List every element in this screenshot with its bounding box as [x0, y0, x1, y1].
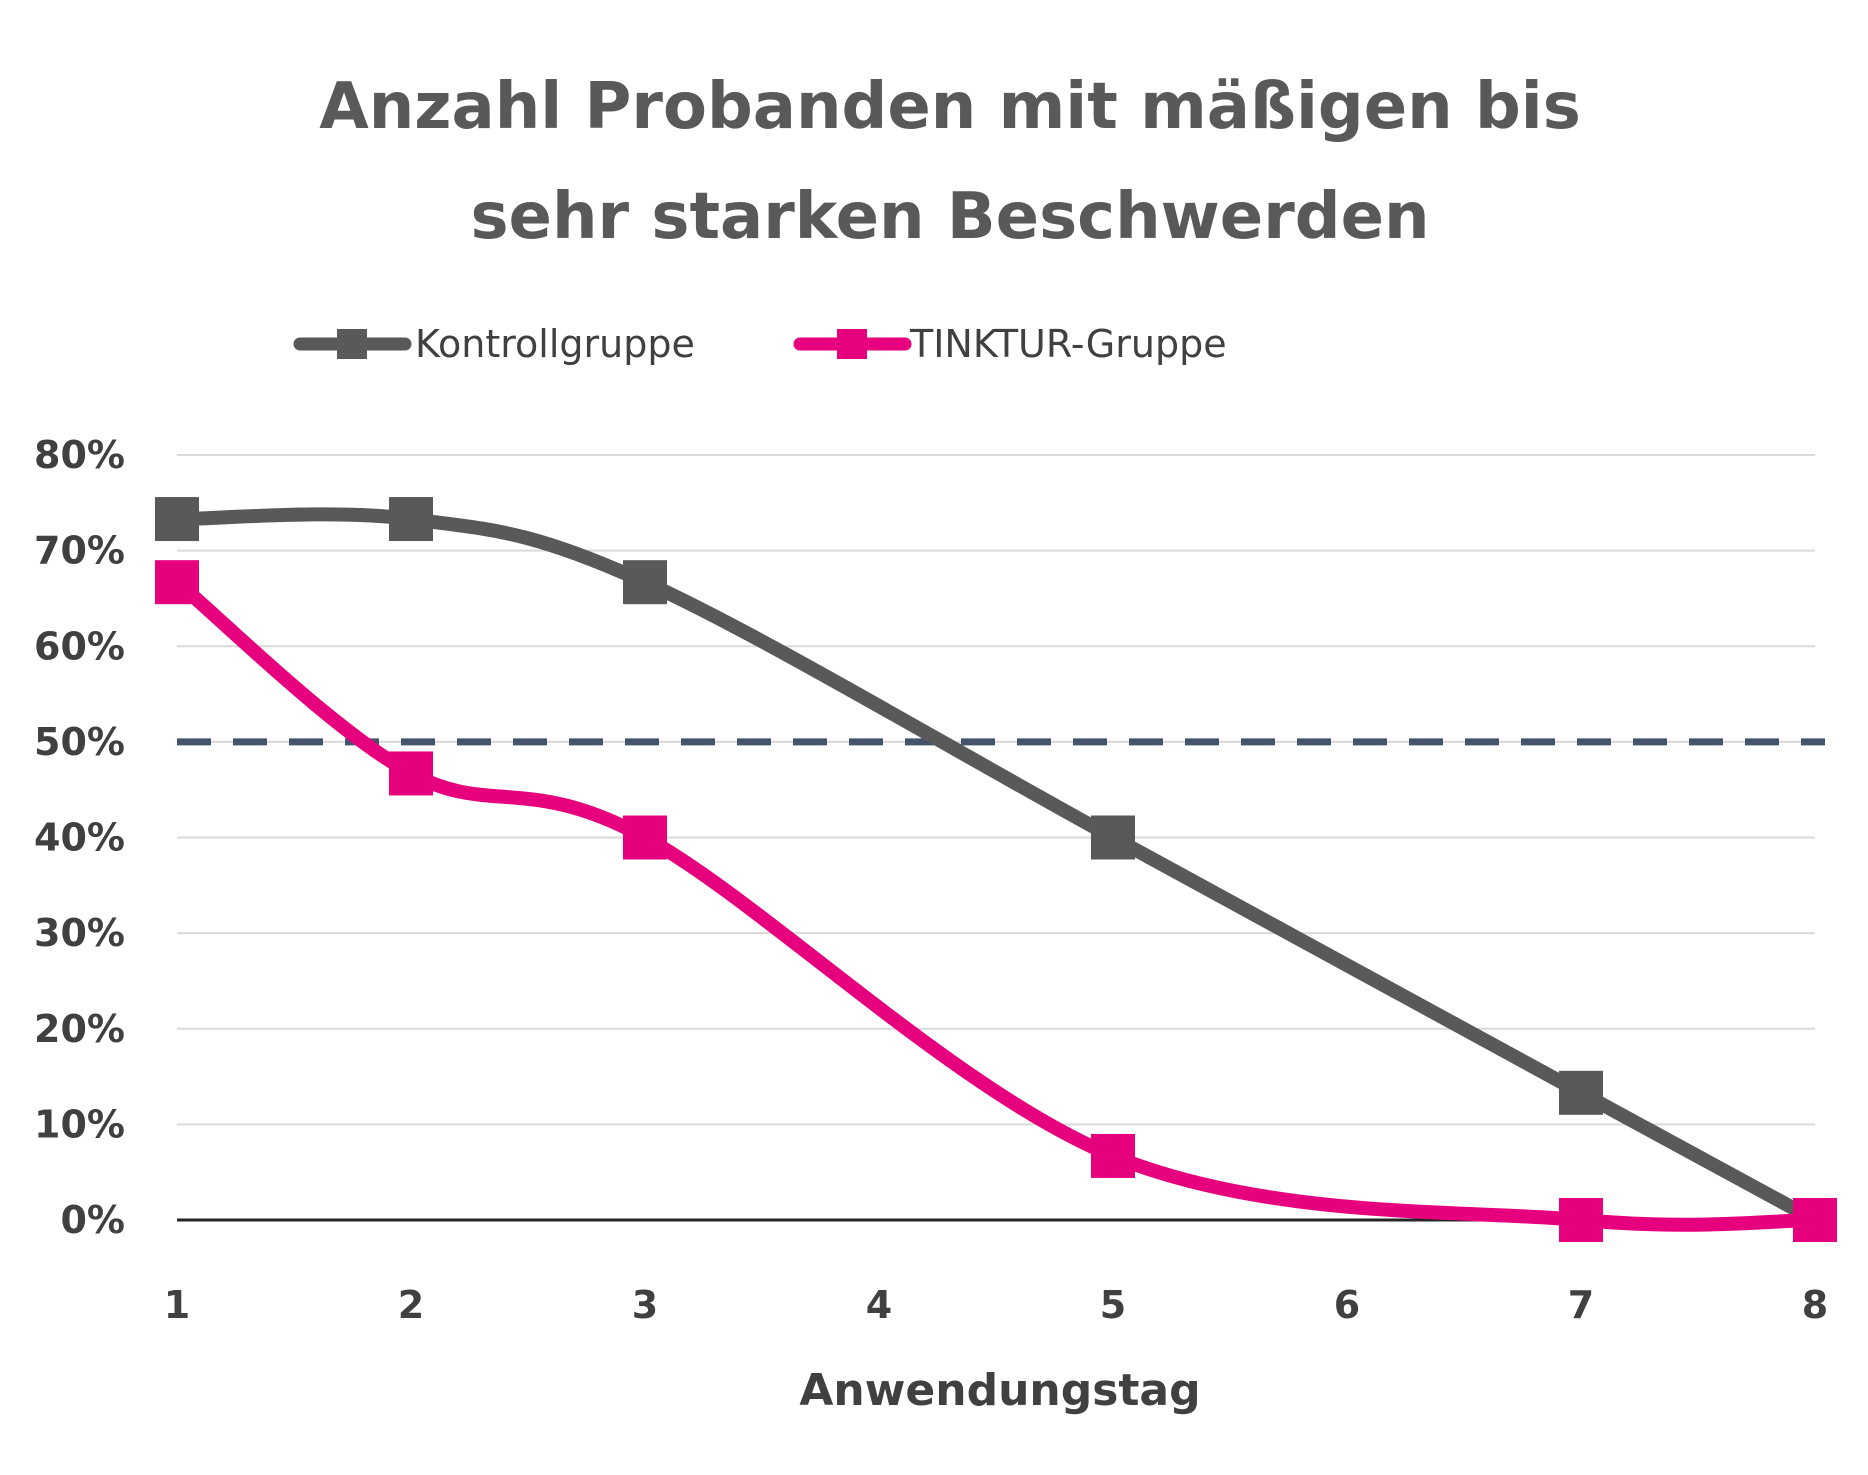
y-tick-label: 40% — [34, 816, 125, 860]
y-tick-label: 70% — [34, 529, 125, 573]
data-point-marker — [1793, 1198, 1837, 1242]
series-group — [155, 497, 1837, 1242]
x-tick-label: 4 — [866, 1283, 892, 1327]
y-tick-label: 60% — [34, 624, 125, 668]
data-point-marker — [389, 497, 433, 542]
data-point-marker — [155, 560, 199, 605]
x-tick-label: 6 — [1334, 1283, 1360, 1327]
data-point-marker — [623, 560, 667, 605]
series-line-2 — [170, 575, 1822, 1232]
data-point-marker — [623, 815, 667, 860]
x-tick-label: 8 — [1802, 1283, 1828, 1327]
x-tick-label: 7 — [1568, 1283, 1594, 1327]
x-axis-ticks: 1 2 3 4 5 6 7 8 — [164, 1283, 1828, 1327]
chart-title-line-1: Anzahl Probanden mit mäßigen bis — [319, 70, 1581, 144]
data-point-marker — [1559, 1198, 1603, 1242]
chart-title-line-2: sehr starken Beschwerden — [470, 180, 1429, 254]
legend-marker-1 — [337, 329, 367, 359]
data-point-marker — [1091, 815, 1135, 860]
data-point-marker — [155, 497, 199, 542]
x-tick-label: 1 — [164, 1283, 190, 1327]
legend: Kontrollgruppe TINKTUR-Gruppe — [293, 322, 1227, 366]
legend-label-2: TINKTUR-Gruppe — [909, 322, 1227, 366]
x-tick-label: 2 — [398, 1283, 424, 1327]
data-point-marker — [1559, 1070, 1603, 1115]
y-tick-label: 80% — [34, 433, 125, 477]
x-axis-label: Anwendungstag — [799, 1365, 1200, 1416]
data-point-marker — [1091, 1133, 1135, 1178]
y-axis-ticks: 0% 10% 20% 30% 40% 50% 60% 70% 80% — [34, 433, 125, 1242]
x-tick-label: 3 — [632, 1283, 658, 1327]
y-tick-label: 50% — [34, 720, 125, 764]
y-tick-label: 20% — [34, 1007, 125, 1051]
x-tick-label: 5 — [1100, 1283, 1126, 1327]
y-tick-label: 0% — [60, 1198, 125, 1242]
legend-label-1: Kontrollgruppe — [415, 322, 695, 366]
legend-marker-2 — [837, 329, 867, 359]
y-tick-label: 30% — [34, 911, 125, 955]
y-tick-label: 10% — [34, 1102, 125, 1146]
data-point-marker — [389, 751, 433, 796]
gridlines — [177, 454, 1815, 1222]
